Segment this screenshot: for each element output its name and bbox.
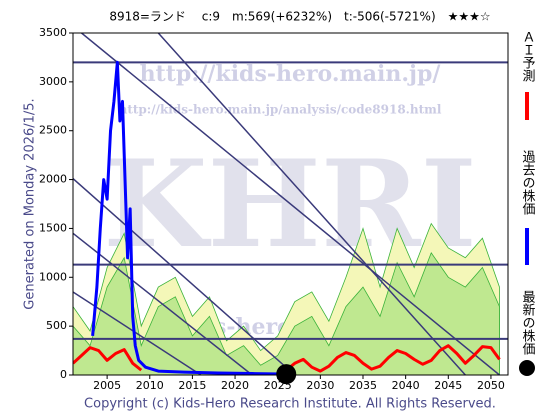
x-tick-label: 2040 bbox=[392, 379, 420, 392]
y-tick-label: 2500 bbox=[39, 124, 67, 137]
x-tick-label: 2050 bbox=[477, 379, 505, 392]
trend-line bbox=[157, 33, 466, 375]
trend-line bbox=[73, 232, 253, 375]
y-tick-label: 1000 bbox=[39, 270, 67, 283]
trend-line bbox=[81, 33, 500, 375]
price-line bbox=[91, 60, 282, 375]
watermark: http://kids-hero.main.jp/ bbox=[140, 61, 442, 87]
legend-swatch bbox=[519, 360, 535, 376]
x-tick-label: 2010 bbox=[136, 379, 164, 392]
x-tick-label: 2030 bbox=[306, 379, 334, 392]
latest-price bbox=[276, 364, 297, 385]
legend-label: 最新の株価 bbox=[520, 290, 536, 355]
x-tick-label: 2015 bbox=[178, 379, 206, 392]
y-tick-label: 500 bbox=[46, 319, 67, 332]
x-tick-label: 2005 bbox=[93, 379, 121, 392]
chart-title: 8918=ランド c:9 m:569(+6232%) t:-506(-5721%… bbox=[109, 10, 490, 24]
price-line bbox=[73, 344, 501, 373]
plot-area: http://kids-hero.main.jp/http://kids-her… bbox=[73, 33, 508, 375]
forecast-area bbox=[73, 252, 500, 375]
x-tick-label: 2035 bbox=[349, 379, 377, 392]
x-tick-label: 2020 bbox=[221, 379, 249, 392]
legend-label: 過去の株価 bbox=[520, 150, 536, 215]
y-tick-label: 3500 bbox=[39, 26, 67, 39]
y-tick-label: 3000 bbox=[39, 75, 67, 88]
x-tick-label: 2045 bbox=[434, 379, 462, 392]
legend-label: ＡＩ予測 bbox=[520, 30, 536, 82]
watermark: http://kids-hero.main.jp/analysis/code89… bbox=[119, 103, 442, 117]
y-tick-label: 1500 bbox=[39, 221, 67, 234]
copyright: Copyright (c) Kids-Hero Research Institu… bbox=[84, 397, 496, 412]
y-tick-label: 2000 bbox=[39, 173, 67, 186]
y-tick-label: 0 bbox=[60, 368, 67, 381]
generated-label: Generated on Monday 2026/1/5. bbox=[23, 98, 38, 309]
trend-line bbox=[73, 178, 296, 375]
